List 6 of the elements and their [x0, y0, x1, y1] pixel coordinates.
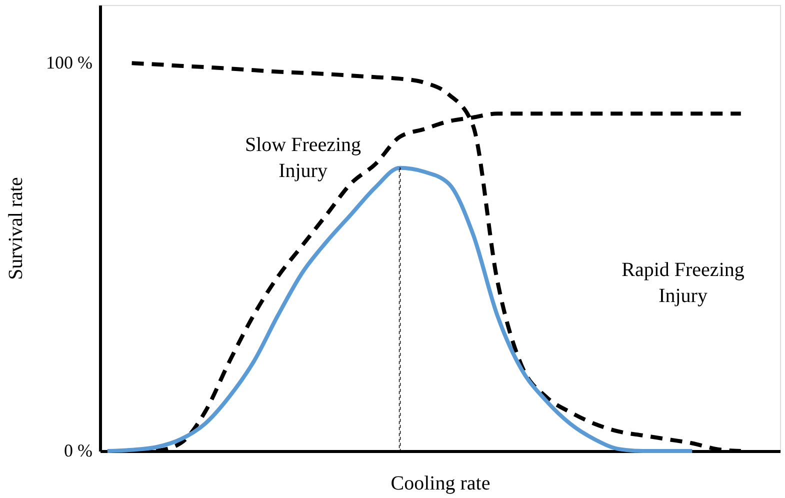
annotation: Rapid Freezing Injury [622, 259, 744, 307]
y-axis-title: Survival rate [5, 177, 28, 280]
y-tick-label: 100 % [46, 52, 92, 73]
y-tick-label: 0 % [64, 440, 92, 460]
x-axis-title: Cooling rate [390, 472, 490, 494]
annotation: Slow Freezing Injury [244, 134, 362, 182]
